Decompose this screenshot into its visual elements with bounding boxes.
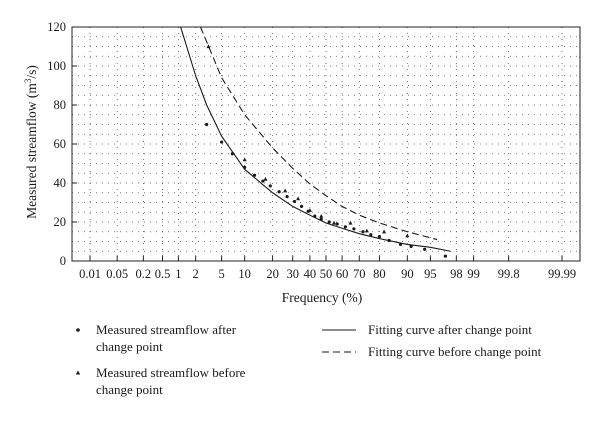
series-3 <box>200 26 438 241</box>
data-point-before <box>348 220 353 225</box>
x-tick-label: 10 <box>238 267 251 281</box>
axes <box>71 26 581 262</box>
x-tick-label: 0.5 <box>155 267 171 281</box>
y-tick-label: 120 <box>47 20 66 34</box>
x-tick-label: 99.8 <box>498 267 520 281</box>
legend-label: Fitting curve after change point <box>368 322 532 337</box>
data-point-after <box>205 122 209 127</box>
x-tick-label: 0.05 <box>106 267 128 281</box>
x-tick-label: 20 <box>266 267 279 281</box>
data-point-before <box>331 220 336 225</box>
x-axis-title: Frequency (%) <box>282 290 363 305</box>
x-tick-label: 99 <box>467 267 480 281</box>
y-tick-label: 60 <box>54 137 67 151</box>
y-tick-label: 100 <box>47 59 66 73</box>
x-tick-label: 99.99 <box>548 267 576 281</box>
data-point-after <box>343 225 347 229</box>
x-tick-label: 2 <box>193 267 199 281</box>
legend-label: Fitting curve before change point <box>368 344 542 359</box>
data-point-after <box>443 254 447 258</box>
data-point-after <box>352 227 356 231</box>
x-tick-label: 50 <box>320 267 333 281</box>
x-tick-label: 1 <box>175 267 181 281</box>
x-tick-label: 95 <box>424 267 437 281</box>
y-axis-title-main: Measured streamflow (m <box>24 83 39 219</box>
data-point-before <box>242 157 247 162</box>
y-tick-label: 40 <box>54 176 67 190</box>
data-point-after <box>252 173 257 177</box>
data-point-after <box>361 230 365 234</box>
x-tick-label: 40 <box>304 267 317 281</box>
x-tick-label: 60 <box>336 267 349 281</box>
plot-area <box>180 26 451 258</box>
y-tick-label: 20 <box>54 215 67 229</box>
legend-label: change point <box>96 339 163 354</box>
data-point-before <box>263 176 268 181</box>
data-point-after <box>409 244 413 248</box>
x-tick-label: 98 <box>450 267 463 281</box>
data-point-after <box>299 204 304 208</box>
series-2 <box>180 26 451 252</box>
y-axis-title-end: /s) <box>24 65 39 79</box>
y-tick-label: 80 <box>54 98 67 112</box>
fit-curve-before-line <box>200 26 438 241</box>
x-tick-label: 0.2 <box>136 267 152 281</box>
y-tick-label: 0 <box>60 254 66 268</box>
x-tick-label: 30 <box>286 267 299 281</box>
data-point-after <box>377 235 382 239</box>
fit-curve-after-line <box>180 26 451 252</box>
data-point-after <box>292 199 297 204</box>
legend-label: change point <box>96 382 163 397</box>
tick-labels: 0 20 40 60 80 100 120 0.01 0.05 0.2 0.5 1 2 5 10 20 30 40… <box>47 20 576 281</box>
legend-item: Measured streamflow before change point <box>75 365 246 397</box>
x-tick-label: 0.01 <box>79 267 101 281</box>
x-tick-label: 70 <box>353 267 366 281</box>
legend-item: Fitting curve before change point <box>322 344 542 359</box>
data-point-after <box>335 222 339 226</box>
data-point-after <box>220 140 224 144</box>
data-point-after <box>268 184 272 188</box>
legend-label: Measured streamflow before <box>96 365 246 380</box>
data-point-before <box>382 229 387 234</box>
data-point-after <box>369 233 373 237</box>
series-0 <box>205 122 447 258</box>
data-point-before <box>307 208 312 212</box>
y-axis-title: Measured streamflow (m3/s) <box>23 65 39 219</box>
data-point-before <box>296 196 301 201</box>
x-tick-label: 5 <box>218 267 224 281</box>
data-point-after <box>285 195 289 199</box>
legend-item: Measured streamflow after change point <box>76 322 237 354</box>
legend-label: Measured streamflow after <box>96 322 237 337</box>
legend-dot-marker <box>76 328 80 332</box>
grid <box>72 27 580 261</box>
data-point-after <box>423 247 427 251</box>
data-point-after <box>327 220 331 224</box>
legend-item: Fitting curve after change point <box>322 322 532 337</box>
x-tick-label: 90 <box>401 267 414 281</box>
data-point-before <box>405 233 410 238</box>
y-axis-title-superscript: 3 <box>23 78 33 83</box>
x-tick-label: 80 <box>373 267 386 281</box>
data-point-after <box>277 190 281 194</box>
data-point-before <box>364 228 369 233</box>
data-point-before <box>283 188 288 193</box>
data-point-before <box>319 213 324 218</box>
legend-triangle-marker <box>75 370 81 375</box>
